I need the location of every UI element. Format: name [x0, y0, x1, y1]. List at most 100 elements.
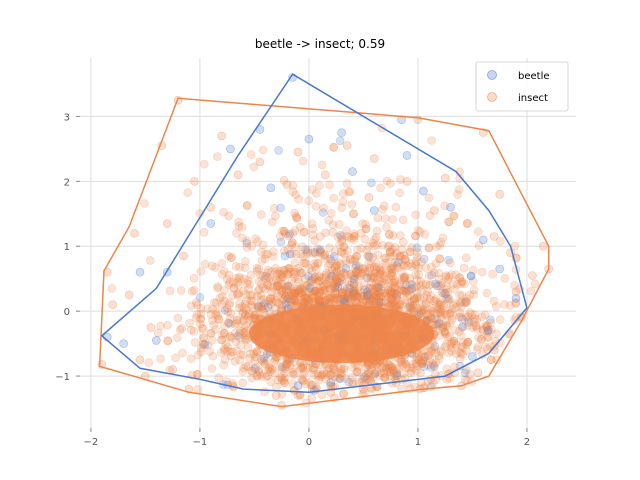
- insect-point: [289, 386, 299, 395]
- insect-point: [235, 355, 244, 365]
- insect-point: [311, 286, 321, 296]
- insect-point: [307, 185, 317, 194]
- insect-point: [416, 276, 426, 286]
- insect-point: [278, 295, 288, 305]
- insect-point: [260, 387, 269, 397]
- beetle-point: [360, 285, 369, 294]
- insect-point: [258, 145, 268, 155]
- insect-point: [277, 285, 287, 295]
- insect-point: [473, 227, 483, 236]
- insect-point: [381, 261, 391, 271]
- insect-point: [212, 307, 221, 317]
- insect-point: [372, 226, 382, 236]
- insect-point: [275, 284, 285, 293]
- insect-point: [263, 273, 272, 282]
- beetle-point: [336, 230, 345, 240]
- insect-point: [318, 282, 328, 292]
- insect-point: [478, 326, 488, 335]
- insect-point: [330, 283, 340, 292]
- insect-point: [251, 363, 261, 372]
- insect-point: [434, 351, 444, 361]
- insect-point: [352, 266, 362, 276]
- insect-point: [348, 271, 358, 281]
- insect-point: [457, 291, 467, 300]
- insect-point: [173, 313, 183, 323]
- insect-point: [435, 331, 444, 340]
- insect-point: [243, 343, 253, 353]
- insect-point: [308, 230, 318, 240]
- insect-point: [435, 241, 445, 250]
- insect-point: [399, 276, 409, 286]
- insect-point: [295, 285, 305, 294]
- insect-point: [360, 267, 370, 276]
- insect-point: [196, 319, 205, 329]
- insect-point: [445, 308, 455, 318]
- insect-point: [441, 272, 451, 282]
- insect-point: [291, 288, 301, 298]
- insect-point: [216, 348, 226, 358]
- insect-point: [385, 269, 395, 278]
- insect-point: [416, 357, 426, 367]
- beetle-point: [233, 331, 243, 341]
- insect-point: [288, 187, 298, 196]
- insect-point: [395, 252, 405, 261]
- insect-point: [287, 240, 296, 250]
- insect-point: [364, 369, 374, 378]
- insect-point: [311, 249, 320, 258]
- insect-point: [314, 292, 324, 302]
- insect-point: [299, 252, 308, 261]
- insect-point: [398, 260, 408, 270]
- insect-point: [350, 292, 360, 302]
- insect-point: [406, 290, 415, 300]
- insect-point: [435, 307, 445, 317]
- insect-point: [367, 278, 376, 287]
- insect-point: [299, 227, 309, 237]
- insect-point: [371, 268, 381, 278]
- beetle-point: [401, 280, 411, 290]
- insect-point: [347, 291, 357, 301]
- insect-point: [405, 298, 415, 307]
- insect-point: [200, 159, 209, 169]
- beetle-point: [460, 298, 470, 307]
- insect-point: [223, 303, 232, 313]
- insect-point: [245, 279, 255, 289]
- insect-point: [373, 283, 382, 292]
- insect-point: [437, 279, 447, 288]
- insect-point: [251, 234, 260, 244]
- beetle-point: [419, 362, 429, 371]
- insect-point: [463, 321, 473, 330]
- insect-point: [384, 278, 394, 288]
- insect-point: [298, 242, 307, 252]
- insect-point: [429, 360, 438, 370]
- insect-point: [447, 270, 456, 280]
- insect-point: [292, 299, 302, 309]
- insect-point: [373, 286, 383, 295]
- insect-point: [198, 339, 208, 349]
- insect-point: [483, 321, 492, 331]
- insect-point: [269, 252, 278, 261]
- insect-point: [209, 320, 218, 330]
- insect-point: [321, 270, 330, 280]
- insect-point: [387, 276, 396, 286]
- insect-point: [386, 265, 395, 274]
- insect-point: [382, 222, 391, 232]
- insect-point: [391, 202, 401, 212]
- insect-point: [317, 160, 327, 170]
- insect-point: [326, 269, 335, 279]
- insect-point: [252, 347, 261, 357]
- insect-point: [384, 298, 394, 308]
- insect-point: [526, 286, 536, 296]
- insect-point: [336, 232, 346, 241]
- insect-point: [247, 373, 257, 383]
- insect-point: [319, 285, 329, 295]
- beetle-point: [402, 151, 412, 160]
- insect-point: [388, 244, 397, 254]
- insect-point: [347, 291, 357, 301]
- insect-point: [455, 354, 465, 364]
- insect-point: [193, 350, 203, 360]
- insect-point: [249, 313, 259, 322]
- insect-point: [325, 293, 335, 302]
- beetle-point: [226, 144, 235, 154]
- insect-point: [232, 228, 241, 238]
- insect-point: [431, 358, 441, 367]
